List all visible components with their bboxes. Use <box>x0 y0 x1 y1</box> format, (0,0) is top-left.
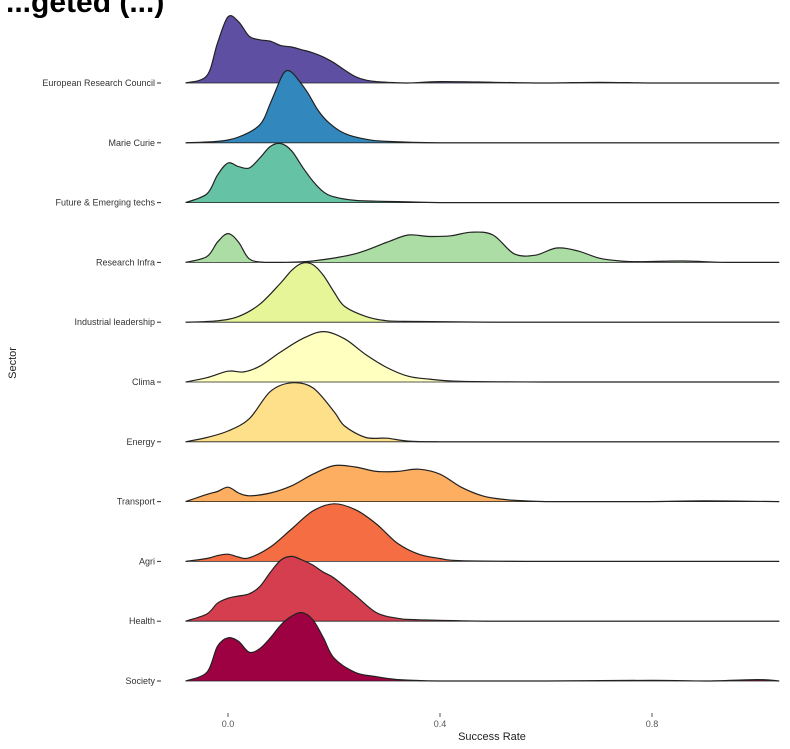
ridge-industrial-leadership <box>185 262 780 323</box>
x-ticks: 0.0 0.4 0.8 <box>222 713 659 729</box>
x-tick-label: 0.8 <box>646 719 659 729</box>
ridge-area-transport <box>185 465 780 502</box>
y-tick-label: Clima <box>132 377 155 387</box>
ridge-area-european-research-council <box>185 15 780 84</box>
ridge-area-future-and-emerging-techs <box>185 143 780 203</box>
ridges-group <box>185 15 780 682</box>
y-tick-label: Industrial leadership <box>74 317 155 327</box>
chart-title: ...geted (...) <box>6 0 165 19</box>
ridge-area-health <box>185 556 780 622</box>
ridge-transport <box>185 464 780 503</box>
ridge-research-infra <box>185 231 780 263</box>
ridge-marie-curie <box>185 69 780 144</box>
y-tick-label: Transport <box>117 497 156 507</box>
y-axis-title: Sector <box>7 347 19 379</box>
x-tick-label: 0.0 <box>222 719 235 729</box>
ridge-area-agri <box>185 503 780 562</box>
y-tick-label: Society <box>125 676 155 686</box>
ridge-area-research-infra <box>185 232 780 263</box>
y-tick-label: Marie Curie <box>108 138 155 148</box>
y-tick-label: European Research Council <box>42 78 155 88</box>
ridge-clima <box>185 330 780 383</box>
ridge-health <box>185 555 780 622</box>
ridge-area-clima <box>185 331 780 382</box>
y-tick-label: Health <box>129 616 155 626</box>
ridge-area-industrial-leadership <box>185 262 780 323</box>
y-tick-label: Agri <box>139 556 155 566</box>
ridge-energy <box>185 382 780 443</box>
y-tick-label: Research Infra <box>96 257 155 267</box>
ridge-future-and-emerging-techs <box>185 142 780 204</box>
ridge-outline-research-infra <box>185 231 780 263</box>
y-tick-label: Future & Emerging techs <box>55 198 155 208</box>
y-tick-label: Energy <box>126 437 155 447</box>
ridge-area-energy <box>185 382 780 442</box>
ridge-agri <box>185 503 780 563</box>
ridge-society <box>185 611 780 682</box>
y-ticks: European Research Council Marie Curie Futu… <box>42 78 161 686</box>
x-axis-title: Success Rate <box>458 731 526 743</box>
ridge-area-marie-curie <box>185 70 780 143</box>
x-tick-label: 0.4 <box>434 719 447 729</box>
ridge-european-research-council <box>185 15 780 84</box>
ridge-area-society <box>185 612 780 681</box>
